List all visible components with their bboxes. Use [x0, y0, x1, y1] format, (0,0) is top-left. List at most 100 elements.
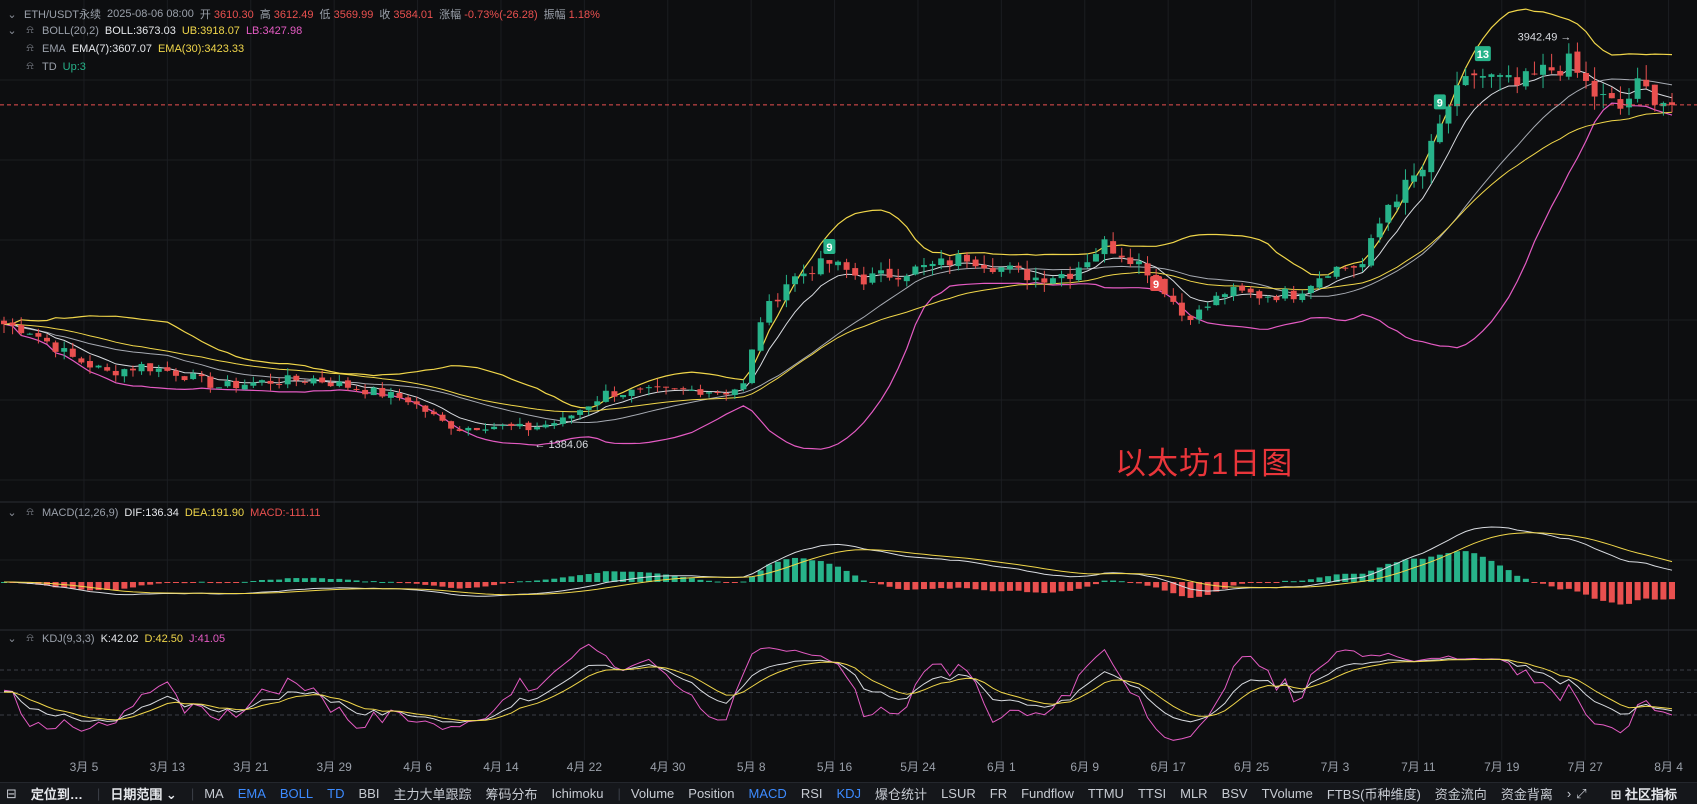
symbol-name[interactable]: ETH/USDT永续: [24, 9, 101, 21]
tool-ma[interactable]: MA: [204, 786, 224, 801]
macd-hist-bar: [129, 582, 136, 588]
candle-body: [1307, 285, 1314, 294]
bell-icon[interactable]: ⍾: [26, 60, 34, 72]
bell-icon[interactable]: ⍾: [26, 632, 34, 644]
candle-body: [1247, 288, 1254, 293]
tool-liq[interactable]: 爆仓统计: [875, 787, 928, 802]
td-name[interactable]: TD: [42, 60, 57, 73]
macd-hist-bar: [1488, 560, 1495, 582]
macd-hist-bar: [938, 582, 945, 589]
candle-body: [1479, 76, 1486, 78]
bell-icon[interactable]: ⍾: [26, 42, 34, 54]
date-range-button[interactable]: 日期范围 ⌄: [110, 787, 177, 802]
tool-ichimoku[interactable]: Ichimoku: [551, 786, 604, 801]
macd-hist-bar: [1634, 582, 1641, 601]
candle-body: [869, 273, 876, 283]
candle-body: [198, 374, 205, 377]
ema30-line: [3, 111, 1673, 413]
tool-kdj[interactable]: KDJ: [836, 786, 862, 801]
kline-chart[interactable]: 3月 5 3月 13 3月 21 3月 29 4月 6 4月 14 4月 22 4月 30 5月…: [0, 0, 1697, 782]
tool-ftbs[interactable]: FTBS(币种维度): [1326, 787, 1421, 802]
expand-icon[interactable]: ⤢: [1576, 785, 1587, 801]
candle-body: [456, 429, 463, 432]
low-label: 低: [319, 9, 331, 21]
macd-hist-bar: [1574, 582, 1581, 592]
candle-body: [929, 263, 936, 267]
goto-button[interactable]: 定位到…: [30, 787, 83, 802]
tool-fundflow[interactable]: Fundflow: [1021, 786, 1074, 801]
tool-boll[interactable]: BOLL: [279, 786, 314, 801]
collapse-icon[interactable]: ⌄: [7, 633, 17, 645]
tool-chip[interactable]: 筹码分布: [485, 787, 538, 802]
candle-datetime: 2025-08-06 08:00: [107, 8, 194, 20]
candle-body: [1221, 294, 1228, 298]
candle-body: [1454, 85, 1461, 107]
tool-macd[interactable]: MACD: [748, 786, 787, 801]
macd-hist-bar: [1497, 565, 1504, 582]
candle-body: [989, 267, 996, 273]
td-marker-bg: [823, 238, 836, 254]
macd-hist-bar: [1325, 576, 1332, 582]
candle-body: [1368, 238, 1375, 266]
candle-body: [1075, 267, 1082, 281]
ema7-value: EMA(7):3607.07: [71, 42, 152, 55]
macd-hist-bar: [1084, 582, 1091, 587]
macd-hist-bar: [972, 582, 979, 590]
ema7-line: [3, 69, 1673, 427]
macd-hist-bar: [319, 578, 326, 582]
x-tick-label: 5月 24: [900, 760, 936, 774]
tool-tvolume[interactable]: TVolume: [1261, 786, 1313, 801]
calendar-icon[interactable]: ⊟: [6, 785, 17, 801]
tool-rsi[interactable]: RSI: [800, 786, 823, 801]
candle-body: [465, 427, 472, 431]
macd-hist-bar: [835, 566, 841, 582]
macd-hist-bar: [714, 581, 721, 583]
candle-body: [757, 322, 764, 351]
macd-hist-bar: [52, 582, 59, 588]
boll-name[interactable]: BOLL(20,2): [42, 24, 99, 37]
macd-hist-bar: [164, 582, 171, 583]
macd-hist-bar: [344, 579, 351, 582]
bell-icon[interactable]: ⍾: [26, 506, 34, 518]
tool-main-force[interactable]: 主力大单跟踪: [393, 787, 472, 802]
kdj-name[interactable]: KDJ(9,3,3): [42, 632, 95, 645]
candle-body: [1471, 73, 1478, 76]
collapse-icon[interactable]: ⌄: [7, 8, 17, 21]
chevron-right-icon[interactable]: ›: [1566, 786, 1572, 801]
tool-capital-flow[interactable]: 资金流向: [1434, 787, 1487, 802]
tool-ema[interactable]: EMA: [237, 786, 266, 801]
macd-hist-bar: [1282, 580, 1289, 582]
macd-hist-bar: [663, 574, 670, 582]
tool-mlr[interactable]: MLR: [1180, 786, 1208, 801]
candle-body: [1049, 278, 1056, 284]
tool-position[interactable]: Position: [688, 786, 735, 801]
macd-hist-bar: [241, 581, 248, 583]
tool-volume[interactable]: Volume: [630, 786, 675, 801]
tool-fr[interactable]: FR: [989, 786, 1008, 801]
collapse-icon[interactable]: ⌄: [7, 507, 17, 519]
tool-lsur[interactable]: LSUR: [941, 786, 976, 801]
candle-body: [792, 276, 799, 285]
tool-bbi[interactable]: BBI: [358, 786, 380, 801]
tool-td[interactable]: TD: [327, 786, 345, 801]
high-value: 3612.49: [273, 9, 314, 21]
tool-ttmu[interactable]: TTMU: [1087, 786, 1124, 801]
bell-icon[interactable]: ⍾: [26, 24, 34, 36]
macd-hist-bar: [1436, 554, 1443, 582]
ema-name[interactable]: EMA: [42, 42, 66, 55]
macd-hist-bar: [336, 578, 343, 582]
macd-hist-bar: [422, 582, 429, 585]
candle-body: [1540, 64, 1547, 75]
tool-capital-bg[interactable]: 资金背离: [1500, 787, 1553, 802]
x-tick-label: 5月 8: [737, 760, 766, 774]
macd-hist-bar: [1144, 582, 1151, 586]
candle-body: [826, 260, 833, 264]
collapse-icon[interactable]: ⌄: [7, 25, 17, 37]
community-indicator-button[interactable]: ⊞ 社区指标: [1610, 787, 1677, 802]
tool-bsv[interactable]: BSV: [1221, 786, 1248, 801]
tool-ttsi[interactable]: TTSI: [1137, 786, 1167, 801]
macd-hist-bar: [405, 582, 412, 584]
macd-hist-bar: [1462, 551, 1469, 582]
macd-hist-bar: [396, 582, 403, 583]
macd-name[interactable]: MACD(12,26,9): [42, 506, 119, 519]
